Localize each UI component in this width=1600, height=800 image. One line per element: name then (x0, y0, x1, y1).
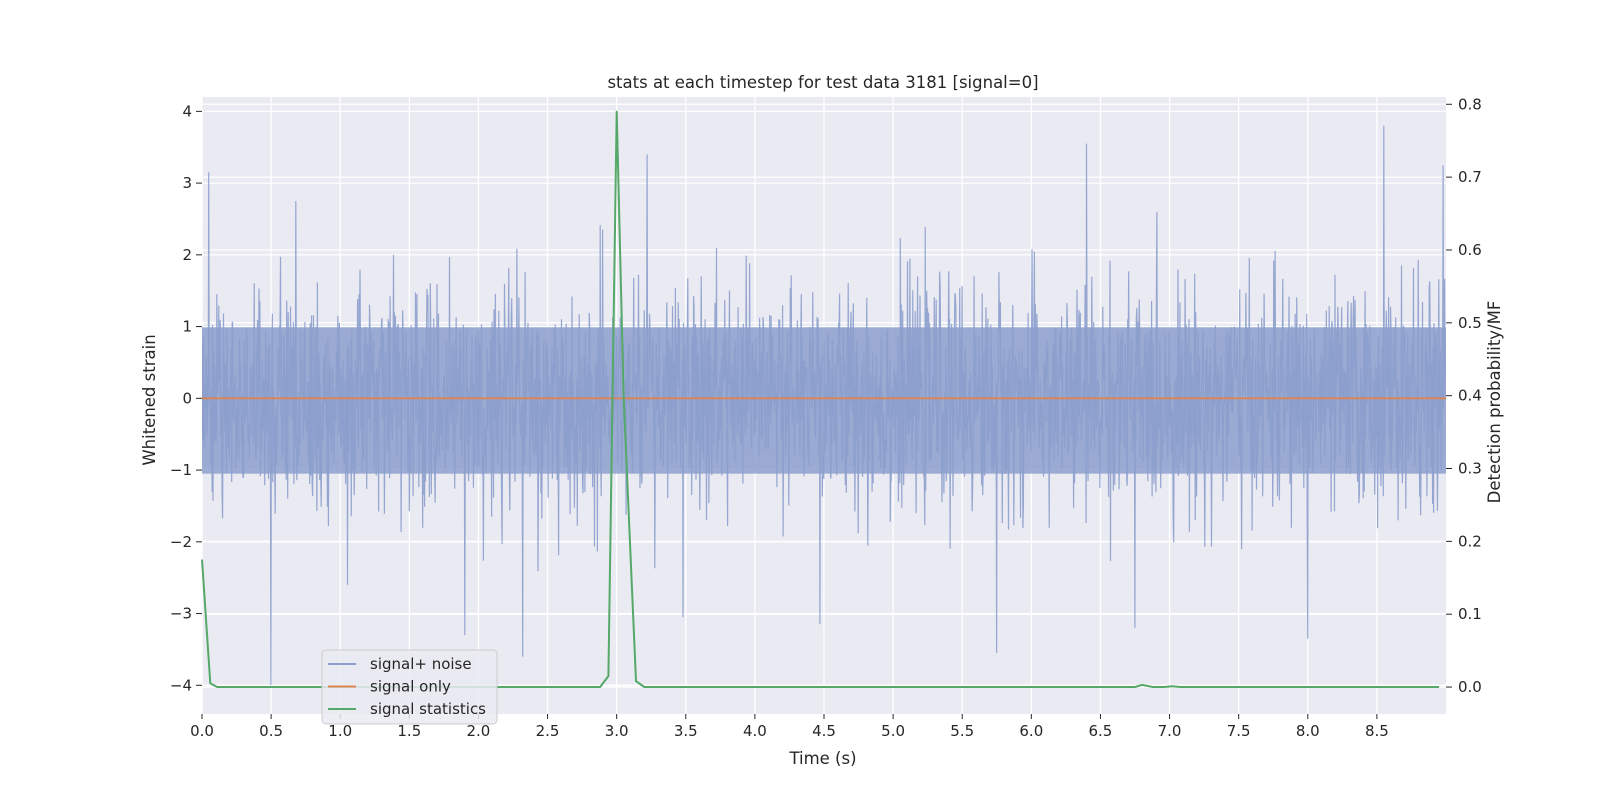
y-right-tick-label: 0.2 (1458, 532, 1482, 550)
x-tick-label: 7.0 (1158, 722, 1182, 740)
legend-label: signal statistics (370, 700, 486, 718)
x-tick-label: 4.5 (812, 722, 836, 740)
legend-box (321, 649, 498, 725)
y-right-tick-label: 0.7 (1458, 168, 1482, 186)
x-tick-label: 3.0 (605, 722, 629, 740)
y-right-tick-label: 0.3 (1458, 460, 1482, 478)
y-right-axis-label: Detection probability/MF (1485, 301, 1504, 504)
chart-title: stats at each timestep for test data 318… (607, 73, 1038, 92)
y-right-tick-label: 0.0 (1458, 678, 1482, 696)
series-layer (201, 110, 1446, 688)
x-tick-label: 1.0 (328, 722, 352, 740)
legend-label: signal+ noise (370, 655, 472, 673)
x-tick-label: 2.5 (536, 722, 560, 740)
legend-label: signal only (370, 678, 451, 696)
x-tick-label: 5.5 (950, 722, 974, 740)
series-signal-plus-noise (202, 125, 1446, 686)
y-right-tick-label: 0.8 (1458, 95, 1482, 113)
y-left-tick-label: −4 (170, 676, 192, 694)
y-left-axis-ticks: −4 −3 −2 −1 0 1 2 3 4 (170, 102, 202, 694)
x-tick-label: 7.5 (1227, 722, 1251, 740)
x-tick-label: 8.5 (1365, 722, 1389, 740)
x-axis-label: Time (s) (788, 749, 856, 768)
y-left-tick-label: −1 (170, 461, 192, 479)
x-tick-label: 4.0 (743, 722, 767, 740)
y-right-tick-label: 0.4 (1458, 387, 1482, 405)
y-left-tick-label: 1 (182, 318, 192, 336)
y-right-axis-ticks: 0.0 0.1 0.2 0.3 0.4 0.5 0.6 0.7 0.8 (1446, 95, 1482, 696)
x-tick-label: 1.5 (397, 722, 421, 740)
x-tick-label: 8.0 (1296, 722, 1320, 740)
y-left-axis-label: Whitened strain (140, 334, 159, 465)
y-right-tick-label: 0.6 (1458, 241, 1482, 259)
x-tick-label: 3.5 (674, 722, 698, 740)
x-tick-label: 6.5 (1089, 722, 1113, 740)
x-tick-label: 5.0 (881, 722, 905, 740)
x-tick-label: 6.0 (1019, 722, 1043, 740)
x-tick-label: 0.0 (190, 722, 214, 740)
y-left-tick-label: 4 (182, 102, 192, 120)
x-tick-label: 2.0 (467, 722, 491, 740)
y-left-tick-label: −3 (170, 605, 192, 623)
y-left-tick-label: 3 (182, 174, 192, 192)
x-axis-ticks: 0.0 0.5 1.0 1.5 2.0 2.5 3.0 3.5 4.0 4.5 5.0 5.5 6.0 6… (190, 714, 1389, 740)
x-tick-label: 0.5 (259, 722, 283, 740)
y-left-tick-label: −2 (170, 533, 192, 551)
y-right-tick-label: 0.1 (1458, 605, 1482, 623)
y-left-tick-label: 0 (182, 389, 192, 407)
legend: signal+ noise signal only signal statistic… (321, 649, 498, 725)
y-right-tick-label: 0.5 (1458, 314, 1482, 332)
y-left-tick-label: 2 (182, 246, 192, 264)
